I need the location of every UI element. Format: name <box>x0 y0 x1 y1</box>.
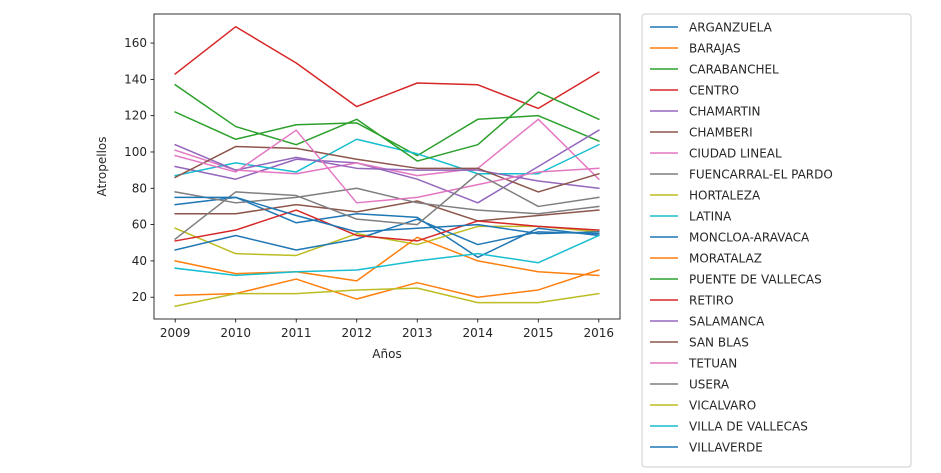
legend-entry-label: CHAMARTIN <box>689 105 760 119</box>
plot-frame <box>153 13 621 320</box>
y-tick-label: 160 <box>124 36 147 50</box>
series-line-17 <box>174 173 600 241</box>
series-line-16 <box>174 129 600 204</box>
y-tick-label: 20 <box>132 290 147 304</box>
series-line-7 <box>174 187 600 215</box>
x-tick-label: 2013 <box>402 326 433 340</box>
legend-entry-label: CENTRO <box>689 84 739 98</box>
series-lines <box>174 25 600 308</box>
legend-entry-label: CHAMBERI <box>689 126 753 140</box>
series-line-8 <box>174 225 600 257</box>
series-line-15 <box>174 145 600 193</box>
legend: ARGANZUELA BARAJAS CARABANCHEL CENTRO CHAMAR… <box>641 13 912 468</box>
legend-entry-label: MORATALAZ <box>689 252 762 266</box>
x-axis-label: Años <box>372 347 401 361</box>
legend-entry-label: SALAMANCA <box>689 315 765 329</box>
series-line-12 <box>174 83 600 162</box>
legend-entry-label: MONCLOA-ARAVACA <box>689 231 810 245</box>
legend-entry-label: TETUAN <box>688 357 737 371</box>
y-axis-label: Atropellos <box>95 137 109 197</box>
series-line-5 <box>174 200 600 222</box>
series-line-3 <box>174 25 600 110</box>
series-line-1 <box>174 269 600 300</box>
x-tick-label: 2016 <box>584 326 615 340</box>
y-tick-label: 40 <box>132 254 147 268</box>
series-line-4 <box>174 129 600 204</box>
x-tick-label: 2010 <box>220 326 251 340</box>
legend-entry-label: BARAJAS <box>689 42 741 56</box>
series-line-14 <box>174 143 600 190</box>
series-line-19 <box>174 234 600 277</box>
series-line-10 <box>174 218 600 251</box>
legend-entry-label: CIUDAD LINEAL <box>689 147 782 161</box>
y-tick-label: 120 <box>124 109 147 123</box>
y-tick-label: 60 <box>132 218 147 232</box>
x-tick-label: 2014 <box>463 326 494 340</box>
y-tick-label: 100 <box>124 145 147 159</box>
x-axis: 2009 2010 2011 2012 2013 2014 2015 2016 <box>160 319 614 340</box>
plot-area <box>153 13 621 320</box>
legend-entry-label: PUENTE DE VALLECAS <box>689 273 822 287</box>
legend-entry-label: LATINA <box>689 210 732 224</box>
legend-entry-label: VILLA DE VALLECAS <box>689 420 808 434</box>
legend-entry-label: ARGANZUELA <box>689 21 773 35</box>
series-line-20 <box>174 196 600 235</box>
legend-entry-label: SAN BLAS <box>689 336 749 350</box>
legend-entry-label: RETIRO <box>689 294 734 308</box>
series-line-18 <box>174 287 600 308</box>
legend-entry-label: VICALVARO <box>689 399 756 413</box>
x-tick-label: 2011 <box>281 326 312 340</box>
legend-entry-label: USERA <box>689 378 730 392</box>
series-line-11 <box>174 236 600 282</box>
legend-entry-label: HORTALEZA <box>689 189 761 203</box>
series-line-13 <box>174 209 600 242</box>
legend-entry-label: FUENCARRAL-EL PARDO <box>689 168 833 182</box>
y-axis: 20 40 60 80 100 120 140 160 <box>124 36 154 304</box>
x-tick-label: 2012 <box>341 326 372 340</box>
x-tick-label: 2009 <box>160 326 191 340</box>
legend-entry-label: CARABANCHEL <box>689 63 779 77</box>
x-tick-label: 2015 <box>523 326 554 340</box>
y-tick-label: 80 <box>132 181 147 195</box>
legend-entry-label: VILLAVERDE <box>689 441 763 455</box>
y-tick-label: 140 <box>124 72 147 86</box>
legend-frame <box>641 13 912 468</box>
